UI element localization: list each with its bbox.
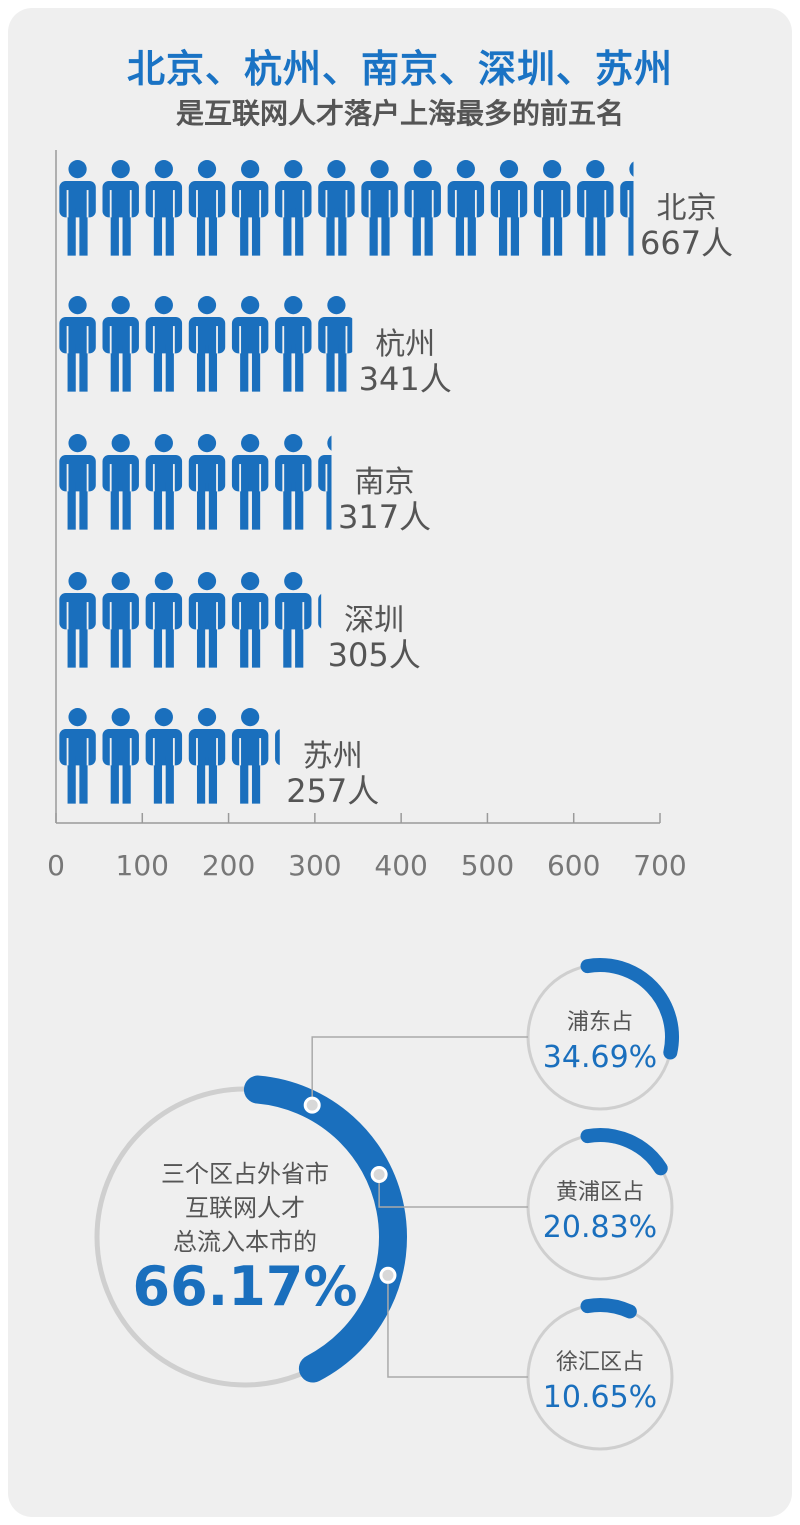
person-icon bbox=[577, 160, 614, 256]
person-icon bbox=[188, 296, 226, 392]
value-label: 667人 bbox=[640, 224, 733, 262]
slice-ring bbox=[526, 1303, 674, 1451]
person-icon bbox=[404, 160, 441, 256]
person-icon bbox=[59, 160, 96, 256]
center-label: 总流入本市的 bbox=[173, 1228, 317, 1256]
slice-value: 10.65% bbox=[543, 1380, 657, 1415]
value-label: 257人 bbox=[286, 772, 379, 810]
category-label: 北京 bbox=[657, 191, 717, 226]
category-label: 苏州 bbox=[303, 739, 363, 774]
bar-row bbox=[59, 572, 322, 668]
slice-value: 34.69% bbox=[543, 1040, 657, 1075]
person-icon bbox=[145, 434, 183, 530]
connector-dot bbox=[303, 1096, 321, 1114]
connector-dot bbox=[370, 1165, 388, 1183]
slice-label: 浦东占 bbox=[567, 1010, 633, 1035]
bar-row bbox=[59, 708, 280, 804]
value-label: 305人 bbox=[328, 636, 421, 674]
slice-label: 黄浦区占 bbox=[556, 1180, 644, 1205]
x-tick-label: 500 bbox=[461, 849, 514, 882]
person-icon bbox=[231, 708, 269, 804]
x-tick-label: 100 bbox=[116, 849, 169, 882]
chart-subtitle: 是互联网人才落户上海最多的前五名 bbox=[175, 97, 624, 130]
bar-row bbox=[59, 296, 353, 392]
chart-title: 北京、杭州、南京、深圳、苏州 bbox=[126, 47, 673, 91]
x-tick-label: 700 bbox=[633, 849, 686, 882]
person-icon bbox=[318, 160, 355, 256]
slice-label: 徐汇区占 bbox=[556, 1350, 644, 1375]
slice-arc bbox=[580, 958, 679, 1060]
person-icon bbox=[59, 708, 96, 804]
category-label: 深圳 bbox=[344, 603, 404, 638]
person-icon bbox=[533, 160, 571, 256]
person-icon bbox=[231, 160, 269, 256]
person-icon bbox=[102, 296, 139, 392]
person-icon bbox=[275, 572, 312, 668]
center-label: 互联网人才 bbox=[185, 1194, 305, 1222]
person-icon bbox=[318, 435, 332, 530]
bar-row bbox=[59, 160, 634, 256]
category-label: 杭州 bbox=[375, 327, 435, 362]
total-value: 66.17% bbox=[133, 1255, 358, 1318]
person-icon bbox=[59, 434, 96, 530]
person-icon bbox=[145, 708, 183, 804]
person-icon bbox=[188, 708, 226, 804]
connector-dot bbox=[379, 1266, 397, 1284]
center-label: 三个区占外省市 bbox=[161, 1160, 329, 1188]
person-icon bbox=[102, 160, 139, 256]
person-icon bbox=[188, 160, 226, 256]
slice-arc bbox=[580, 1298, 637, 1319]
person-icon bbox=[102, 434, 139, 530]
person-icon bbox=[231, 296, 269, 392]
connector-line bbox=[387, 1275, 528, 1378]
person-icon bbox=[231, 434, 269, 530]
person-icon bbox=[145, 296, 183, 392]
person-icon bbox=[188, 572, 226, 668]
person-icon bbox=[318, 593, 322, 629]
person-icon bbox=[318, 296, 353, 392]
person-icon bbox=[145, 160, 183, 256]
person-icon bbox=[102, 708, 139, 804]
value-label: 317人 bbox=[338, 498, 431, 536]
person-icon bbox=[490, 160, 528, 256]
person-icon bbox=[59, 296, 96, 392]
person-icon bbox=[59, 572, 96, 668]
x-tick-label: 200 bbox=[202, 849, 255, 882]
person-icon bbox=[620, 161, 634, 256]
person-icon bbox=[275, 296, 312, 392]
connector-line bbox=[311, 1036, 528, 1106]
x-tick-label: 400 bbox=[374, 849, 427, 882]
category-label: 南京 bbox=[355, 465, 415, 500]
person-icon bbox=[447, 160, 485, 256]
person-icon bbox=[102, 572, 139, 668]
slice-value: 20.83% bbox=[543, 1210, 657, 1245]
person-icon bbox=[275, 160, 312, 256]
x-tick-label: 600 bbox=[547, 849, 600, 882]
person-icon bbox=[361, 160, 398, 256]
person-icon bbox=[231, 572, 269, 668]
person-icon bbox=[275, 434, 312, 530]
value-label: 341人 bbox=[359, 360, 452, 398]
x-tick-label: 300 bbox=[288, 849, 341, 882]
person-icon bbox=[145, 572, 183, 668]
connector-line bbox=[378, 1174, 528, 1208]
x-tick-label: 0 bbox=[47, 849, 65, 882]
slice-arc bbox=[580, 1128, 668, 1176]
person-icon bbox=[188, 434, 226, 530]
bar-row bbox=[59, 434, 332, 530]
person-icon bbox=[275, 729, 280, 766]
